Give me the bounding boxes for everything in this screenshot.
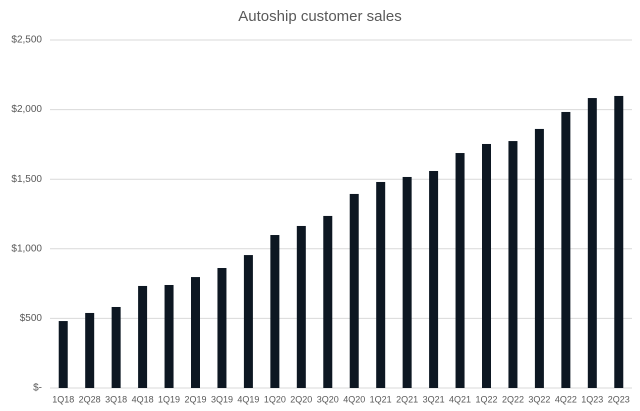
x-tick-label: 3Q18 [105,394,127,404]
x-tick-label: 2Q21 [396,394,418,404]
y-tick-label: $2,000 [11,104,42,115]
bar [191,277,200,388]
bar [323,215,333,388]
x-tick-label: 4Q19 [237,394,259,404]
bar [561,111,571,388]
x-tick-label: 3Q20 [317,394,339,404]
bar [429,170,439,388]
x-tick-label: 2Q22 [502,394,524,404]
bar [455,153,465,388]
y-tick-label: $1,500 [11,174,42,185]
y-tick-label: $1,000 [11,243,42,254]
y-tick-label: $- [33,383,42,394]
bar [85,312,95,388]
x-tick-label: 1Q19 [158,394,180,404]
x-tick-label: 3Q21 [423,394,445,404]
x-tick-label: 3Q22 [528,394,550,404]
x-tick-label: 4Q21 [449,394,471,404]
bar [270,235,280,388]
bar [58,321,68,388]
x-tick-label: 1Q18 [52,394,74,404]
x-tick-label: 1Q23 [581,394,603,404]
bar [614,95,624,388]
y-tick-label: $500 [20,313,43,324]
x-tick-label: 1Q21 [370,394,392,404]
x-tick-label: 1Q20 [264,394,286,404]
x-tick-label: 3Q19 [211,394,233,404]
bar [508,141,518,388]
bar [164,284,174,388]
chart-title: Autoship customer sales [238,8,401,25]
y-tick-label: $2,500 [11,35,42,46]
x-tick-label: 2Q20 [290,394,312,404]
bar [534,128,544,389]
bar [376,181,386,388]
x-tick-label: 2Q19 [184,394,206,404]
bar [138,285,148,388]
bar [111,306,121,388]
x-tick-label: 4Q20 [343,394,365,404]
bar [243,255,253,388]
bar [587,98,597,389]
bar [296,225,306,388]
bar [402,176,412,388]
bar [482,143,491,388]
x-tick-label: 1Q22 [475,394,497,404]
bar [217,268,227,388]
x-tick-label: 2Q28 [79,394,101,404]
x-tick-label: 2Q23 [608,394,630,404]
x-tick-label: 4Q22 [555,394,577,404]
x-tick-label: 4Q18 [132,394,154,404]
bar [349,193,359,388]
